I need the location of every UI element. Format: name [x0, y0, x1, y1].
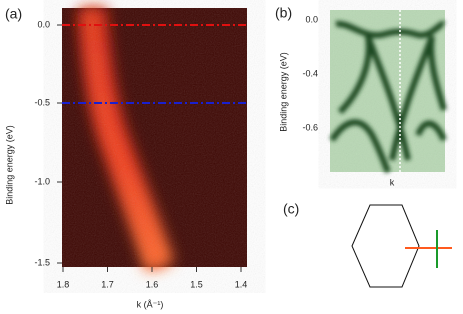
y-tick-label: -0.5	[34, 97, 50, 107]
y-axis-label: Binding energy (eV)	[4, 125, 14, 205]
panel-label: (a)	[5, 6, 22, 22]
y-tick-label: 0.0	[37, 19, 50, 29]
x-tick-label: 1.5	[190, 279, 203, 289]
panel-label: (b)	[275, 5, 292, 21]
panel-label: (c)	[283, 201, 299, 217]
y-tick-label: -1.0	[34, 176, 50, 186]
y-axis-label: Binding energy (eV)	[278, 52, 288, 132]
arpes-image-a	[62, 6, 247, 272]
x-tick-label: 1.6	[146, 279, 159, 289]
x-tick-label: 1.4	[235, 279, 248, 289]
y-tick-label: -0.6	[302, 122, 318, 132]
x-tick-label: 1.8	[57, 279, 70, 289]
arpes-image-b	[329, 10, 447, 174]
brillouin-zone	[351, 204, 452, 288]
x-axis-label: k	[390, 177, 395, 187]
y-tick-label: 0.0	[305, 14, 318, 24]
x-tick-label: 1.7	[101, 279, 114, 289]
y-tick-label: -0.4	[302, 68, 318, 78]
y-tick-label: -1.5	[34, 257, 50, 267]
x-axis-label: k (Å⁻¹)	[137, 299, 164, 309]
